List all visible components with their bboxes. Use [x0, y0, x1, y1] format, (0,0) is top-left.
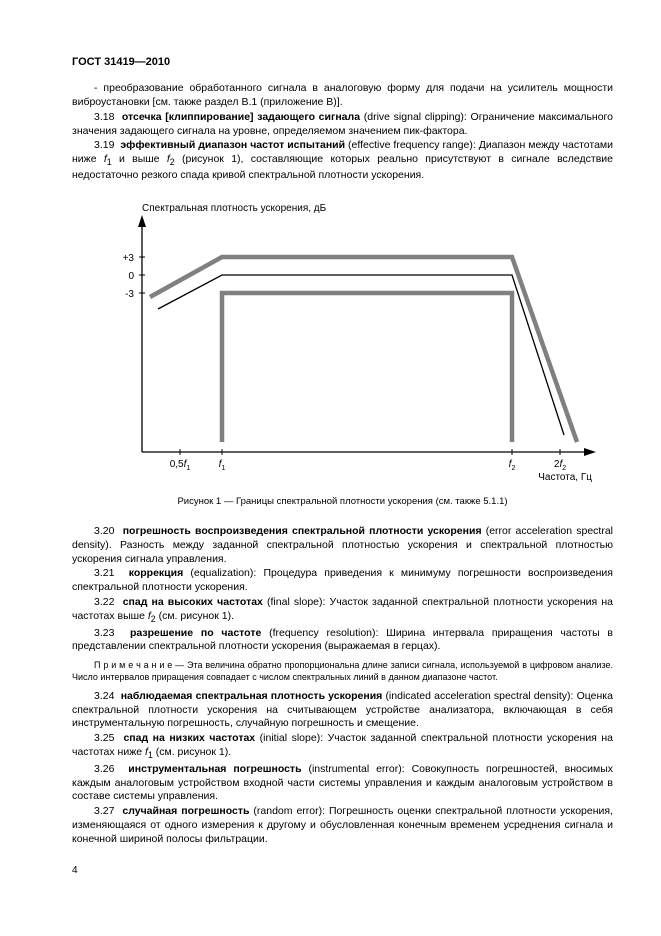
- term-name: спад на высоких частотах: [123, 596, 263, 608]
- term-name: отсечка [клиппирование] задающего сигнал…: [122, 111, 360, 123]
- ytick-plus3: +3: [123, 253, 135, 264]
- term-3-27: 3.27 случайная погрешность (random error…: [72, 805, 613, 847]
- term-english: (indicated acceleration spectral density…: [385, 690, 573, 702]
- term-3-18: 3.18 отсечка [клиппирование] задающего с…: [72, 111, 613, 139]
- term-english: (initial slope):: [260, 732, 323, 744]
- document-header: ГОСТ 31419—2010: [72, 56, 613, 68]
- term-3-26: 3.26 инструментальная погрешность (instr…: [72, 763, 613, 805]
- term-number: 3.27: [94, 805, 114, 817]
- page-number: 4: [72, 865, 613, 876]
- xtick-2f2: 2f2: [554, 459, 566, 472]
- xtick-0-5f1: 0,5f1: [170, 459, 191, 472]
- term-english: (effective frequency range):: [348, 139, 476, 151]
- axes: [138, 215, 596, 456]
- term-def-part: (см. рисунок 1).: [156, 610, 234, 622]
- term-name: эффективный диапазон частот испытаний: [120, 139, 345, 151]
- nominal-thin: [158, 275, 564, 435]
- y-axis-label: Спектральная плотность ускорения, дБ: [142, 203, 327, 214]
- term-number: 3.22: [94, 596, 114, 608]
- term-english: (final slope):: [267, 596, 325, 608]
- xtick-f1: f1: [219, 459, 226, 472]
- term-3-22: 3.22 спад на высоких частотах (final slo…: [72, 596, 613, 626]
- term-3-23: 3.23 разрешение по частоте (frequency re…: [72, 627, 613, 655]
- term-name: коррекция: [129, 567, 184, 579]
- envelope-thick: [150, 257, 577, 442]
- term-english: (instrumental error):: [308, 763, 404, 775]
- figure-1: Спектральная плотность ускорения, дБ +3 …: [72, 197, 613, 490]
- note-label: П р и м е ч а н и е: [94, 660, 172, 670]
- term-english: (drive signal clipping):: [364, 111, 467, 123]
- chart-svg: Спектральная плотность ускорения, дБ +3 …: [72, 197, 612, 487]
- term-3-19: 3.19 эффективный диапазон частот испытан…: [72, 139, 613, 182]
- figure-caption: Рисунок 1 — Границы спектральной плотнос…: [72, 496, 613, 507]
- term-name: инструментальная погрешность: [128, 763, 301, 775]
- term-english: (random error):: [253, 805, 325, 817]
- term-name: спад на низких частотах: [123, 732, 255, 744]
- term-3-24: 3.24 наблюдаемая спектральная плотность …: [72, 690, 613, 732]
- term-3-25: 3.25 спад на низких частотах (initial sl…: [72, 732, 613, 762]
- term-number: 3.20: [94, 525, 114, 537]
- paragraph-intro: - преобразование обработанного сигнала в…: [72, 82, 613, 110]
- term-number: 3.18: [94, 111, 114, 123]
- term-3-20: 3.20 погрешность воспроизведения спектра…: [72, 525, 613, 567]
- term-name: разрешение по частоте: [130, 627, 261, 639]
- term-definition: Разность между заданной спектральной пло…: [72, 539, 613, 565]
- term-3-21: 3.21 коррекция (equalization): Процедура…: [72, 567, 613, 595]
- note: П р и м е ч а н и е — Эта величина обрат…: [72, 660, 613, 683]
- term-def-part: и выше: [112, 153, 167, 165]
- term-def-part: (см. рисунок 1).: [153, 746, 231, 758]
- term-name: погрешность воспроизведения спектральной…: [123, 525, 482, 537]
- term-number: 3.21: [94, 567, 114, 579]
- ytick-0: 0: [128, 271, 134, 282]
- term-number: 3.19: [94, 139, 114, 151]
- ytick-minus3: -3: [125, 289, 134, 300]
- term-number: 3.25: [94, 732, 114, 744]
- x-axis-label: Частота, Гц: [538, 472, 592, 483]
- term-english: (equalization):: [190, 567, 256, 579]
- xtick-f2: f2: [509, 459, 516, 472]
- term-number: 3.24: [94, 690, 114, 702]
- page: ГОСТ 31419—2010 - преобразование обработ…: [0, 0, 661, 896]
- term-name: наблюдаемая спектральная плотность ускор…: [121, 690, 383, 702]
- term-english: (frequency resolution):: [269, 627, 378, 639]
- term-name: случайная погрешность: [122, 805, 249, 817]
- term-number: 3.23: [94, 627, 114, 639]
- term-number: 3.26: [94, 763, 114, 775]
